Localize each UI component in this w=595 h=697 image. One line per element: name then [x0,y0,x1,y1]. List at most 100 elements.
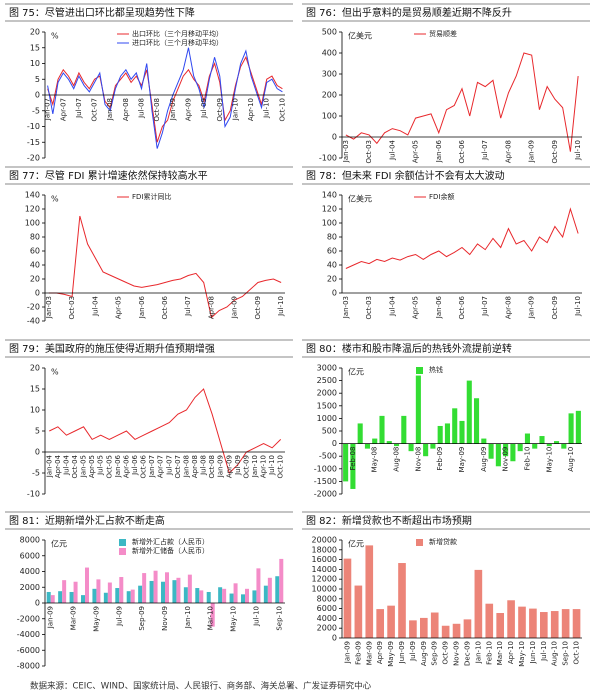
bar [126,591,131,603]
bar [387,605,395,638]
x-tick-label: Jan-09 [47,606,55,629]
bar [69,591,74,603]
bar [73,581,78,603]
x-tick-label: Jan-10 [474,641,482,664]
legend-label: 贸易顺差 [429,29,457,38]
y-tick-label: 0 [35,91,40,100]
y-tick-label: 16000 [312,555,337,564]
y-tick-label: 100 [25,219,40,228]
x-tick-label: Jul-09 [234,455,242,476]
x-tick-label: Jan-06 [435,139,443,163]
bar [488,443,494,459]
x-tick-label: Apr-05 [412,296,420,319]
source-note: 数据来源：CEIC、WIND、国家统计局、人民银行、商务部、海关总署、广发证券研… [30,681,372,692]
x-tick-label: Aug-09 [420,641,428,666]
y-tick-label: 20000 [312,536,337,545]
bar [245,588,249,603]
bar [408,443,414,452]
chart-title: 图 77：尽管 FDI 累计增速依然保持较高水平 [9,169,208,182]
y-tick-label: 2000 [20,583,40,592]
bar [485,603,494,638]
legend-label: 新增外汇占款（人民币） [132,537,209,546]
bar [401,415,407,444]
x-tick-label: May-10 [518,641,526,667]
bar [96,579,101,603]
bar [430,443,436,449]
x-tick-label: Jan-09 [528,296,536,319]
y-tick-label: 0 [332,634,337,643]
bar [115,588,120,603]
bar [437,425,443,444]
bar [165,572,169,603]
legend-label: 进口环比（三个月移动平均） [132,38,223,47]
bar [206,591,211,603]
bar [409,620,417,638]
chart-title: 图 78：但未来 FDI 余额估计不会有太大波动 [306,169,505,182]
chart-title: 图 80：楼市和股市降温后的热钱外流提前逆转 [306,342,512,355]
bar [153,570,158,603]
bar [423,443,429,457]
bar [376,609,384,638]
y-tick-label: -8000 [17,662,40,671]
x-tick-label: Jul-08 [200,455,208,476]
y-tick-label: 200 [322,91,337,100]
y-tick-label: 120 [322,205,337,214]
bar [275,576,280,603]
y-tick-label: 0 [332,439,337,448]
x-tick-label: Sep-09 [431,641,439,666]
x-tick-label: Apr-10 [260,455,268,478]
y-tick-label: 500 [322,28,337,37]
x-tick-label: Jan-09 [169,98,177,121]
x-tick-label: Mar-09 [365,641,373,665]
legend-label: FDI累计同比 [132,192,171,201]
chart-panel: 图 81：近期新增外汇占款不断走高 -8000 -6000 -4000 -2000 0 20… [5,511,293,671]
x-tick-label: Nov-09 [502,447,510,472]
y-tick-label: -100 [319,154,337,163]
x-tick-label: Jan-05 [80,455,88,478]
y-axis-unit: 亿元 [348,539,364,549]
chart-title: 图 75：尽管进出口环比都呈现趋势性下降 [9,6,195,19]
bar [218,587,223,603]
bar [350,443,356,489]
x-tick-label: Sep-09 [138,606,146,631]
x-tick-label: Dec-09 [463,641,471,666]
bar [343,443,349,482]
bar [503,443,509,457]
chart-title: 图 76：但出乎意料的是贸易顺差近期不降反升 [306,6,512,19]
x-tick-label: Feb-09 [436,447,444,471]
bar [343,558,352,638]
y-tick-label: -500 [319,452,337,461]
bar [252,590,257,603]
bar [187,574,192,603]
x-tick-label: Feb-10 [485,641,493,665]
y-tick-label: 2000 [317,389,337,398]
legend-label: 新增贷款 [429,537,457,546]
x-tick-label: Oct-10 [278,98,286,122]
x-tick-label: Oct-09 [242,455,250,479]
bar [452,623,461,638]
bar [183,587,188,603]
bar [554,441,560,444]
bar [474,569,483,638]
x-tick-label: Jul-05 [97,455,105,476]
x-tick-label: Jun-10 [529,641,537,664]
bar [233,583,238,603]
y-tick-label: 10 [30,406,40,415]
x-tick-label: Oct-03 [68,296,76,320]
y-tick-label: 40 [327,261,337,270]
y-tick-label: 20 [30,28,40,37]
x-tick-label: Jul-09 [200,98,208,119]
x-tick-label: Oct-07 [91,98,99,122]
y-tick-label: 12000 [312,575,337,584]
y-tick-label: 140 [322,191,337,200]
bar [58,591,63,603]
bar [241,594,245,603]
bar [452,408,458,444]
bar [81,595,85,603]
legend-swatch [119,548,126,555]
y-tick-label: -2000 [17,614,40,623]
bar [430,612,439,638]
bar [229,593,234,603]
x-tick-label: Feb-08 [349,447,357,471]
y-axis-unit: % [51,368,59,377]
